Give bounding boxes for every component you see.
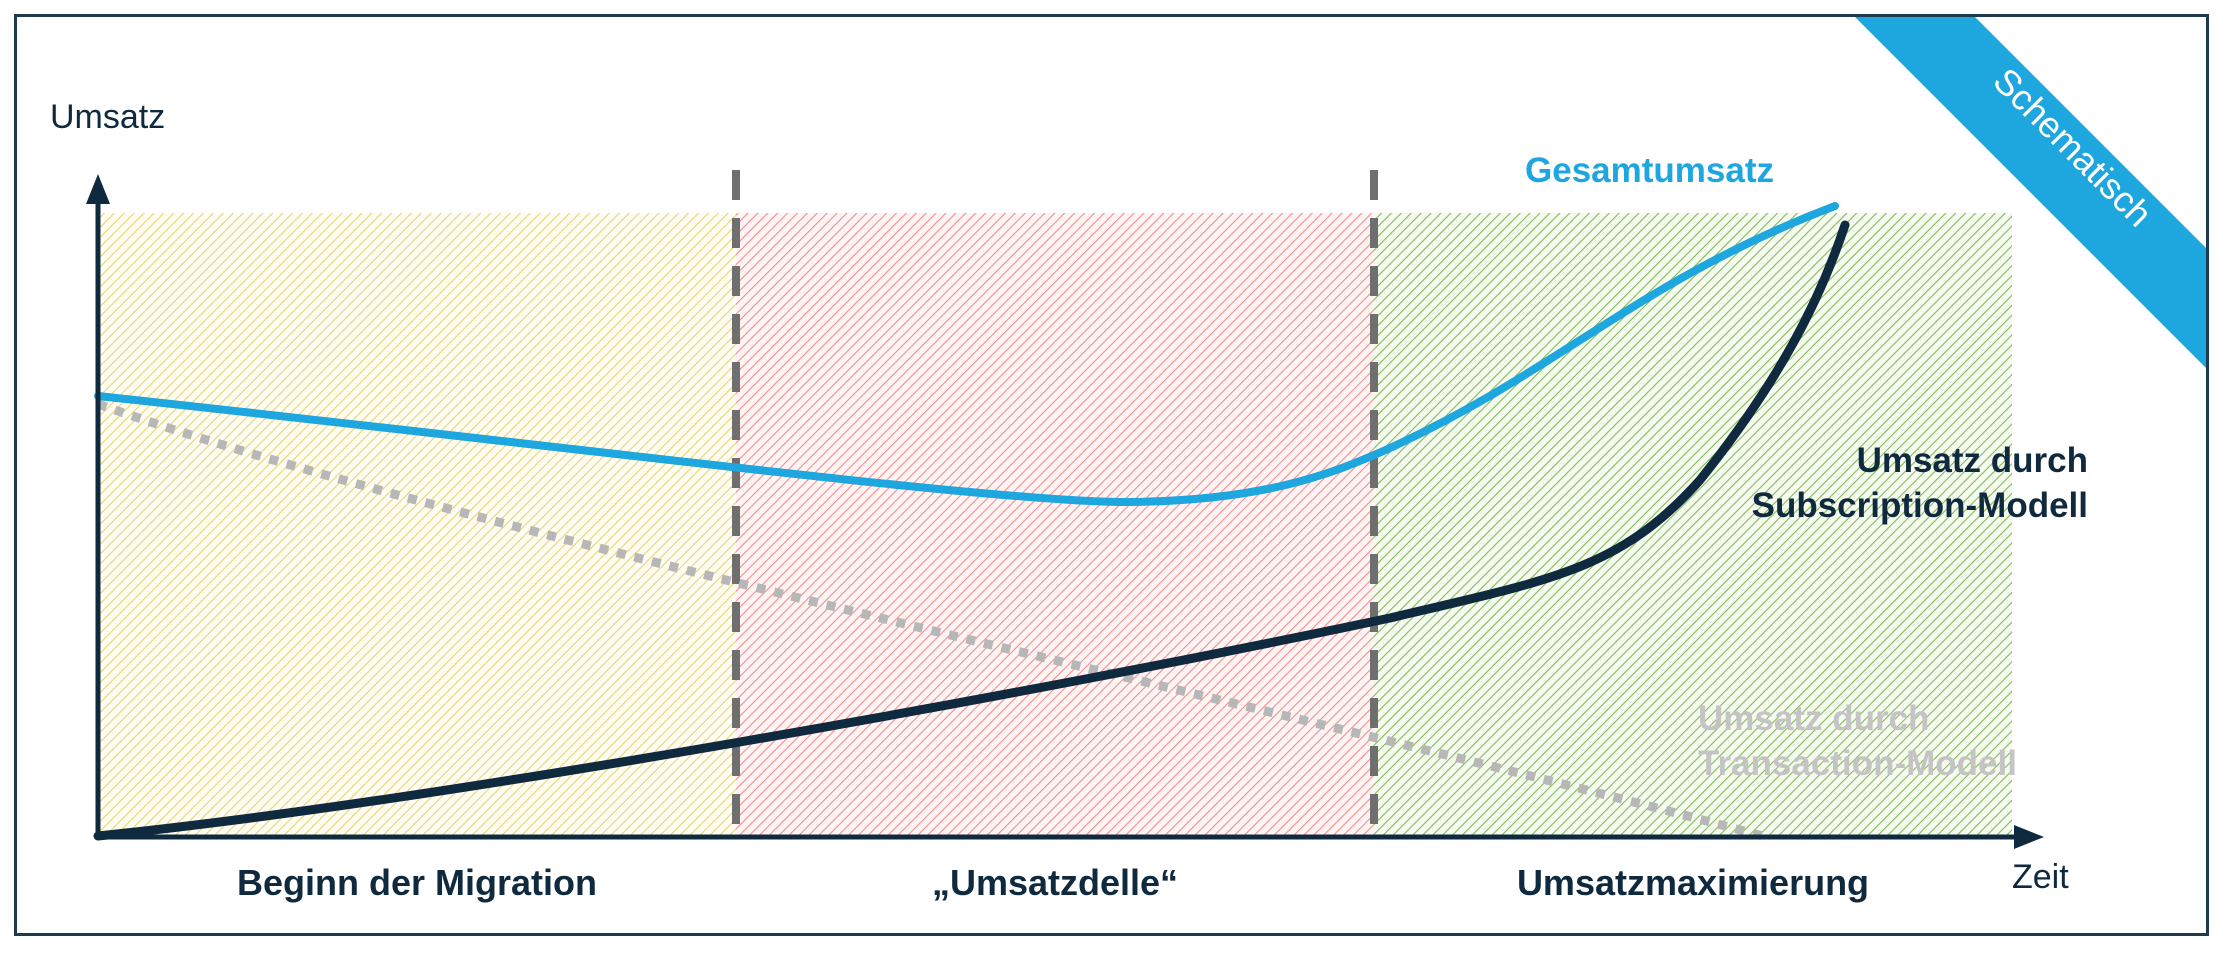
phase-label-revenue-max: Umsatzmaximierung (1517, 862, 1869, 903)
schematic-badge-ribbon (1855, 17, 2206, 368)
transaction-label-line1: Umsatz durch (1698, 699, 1929, 738)
y-axis-arrowhead (86, 174, 110, 204)
diagram-frame (14, 14, 2209, 936)
y-axis-label: Umsatz (50, 98, 165, 136)
phase-region-revenue-dip (736, 213, 1374, 835)
subscription-label-line2: Subscription-Modell (1752, 486, 2088, 525)
x-axis-label: Zeit (2012, 858, 2069, 896)
x-axis-arrowhead (2014, 825, 2044, 849)
phase-label-migration: Beginn der Migration (237, 862, 597, 903)
subscription-label-line1: Umsatz durch (1857, 441, 2088, 480)
phase-region-revenue-max (1374, 213, 2012, 835)
phase-label-revenue-dip: „Umsatzdelle“ (932, 862, 1178, 903)
total-revenue-label: Gesamtumsatz (1525, 151, 1774, 190)
transaction-label-line2: Transaction-Modell (1698, 744, 2017, 783)
transaction-revenue-line (96, 399, 1772, 843)
phase-region-migration (98, 213, 736, 835)
subscription-revenue-line (93, 220, 1850, 841)
total-revenue-line (94, 202, 1839, 507)
